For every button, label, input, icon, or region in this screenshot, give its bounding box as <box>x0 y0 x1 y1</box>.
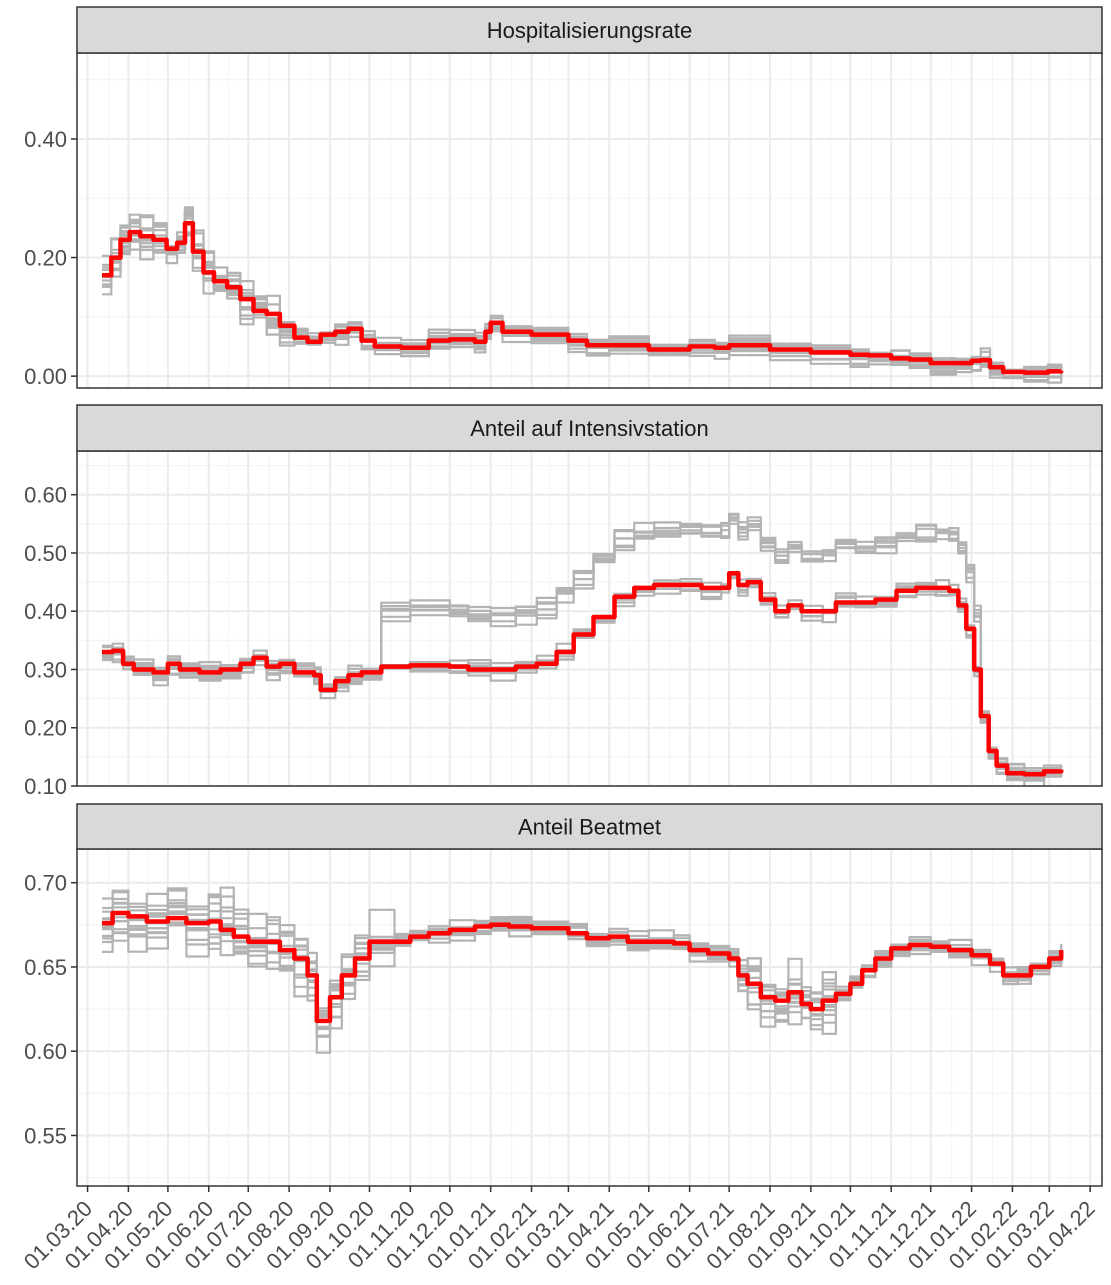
x-axis: 01.03.2001.04.2001.05.2001.06.2001.07.20… <box>19 1186 1100 1274</box>
facet-title: Anteil auf Intensivstation <box>470 416 708 441</box>
y-tick-label: 0.60 <box>24 483 67 508</box>
panel-2: Anteil auf Intensivstation0.100.200.300.… <box>24 404 1103 799</box>
facet-strip <box>76 404 1103 452</box>
highlight-series-line <box>102 220 1064 375</box>
y-axis: 0.00 0.20 0.40 <box>24 127 77 389</box>
panel-1: Hospitalisierungsrate 0.00 0.20 0.40 <box>24 6 1103 389</box>
background-series-line <box>102 899 1063 1028</box>
highlight-series-line <box>102 571 1064 777</box>
facet-title: Hospitalisierungsrate <box>487 18 692 43</box>
y-tick-label: 0.70 <box>24 871 67 896</box>
y-tick-label: 0.40 <box>24 127 67 152</box>
y-tick-label: 0.00 <box>24 364 67 389</box>
y-tick-label: 0.40 <box>24 599 67 624</box>
facet-strip <box>76 6 1103 54</box>
facet-strip <box>76 803 1103 850</box>
gridlines <box>77 849 1102 1186</box>
y-axis: 0.10 0.20 0.30 0.40 0.50 0.60 <box>24 483 77 799</box>
y-tick-label: 0.65 <box>24 955 67 980</box>
y-tick-label: 0.20 <box>24 716 67 741</box>
gridlines <box>77 451 1102 786</box>
y-tick-label: 0.60 <box>24 1039 67 1064</box>
highlight-series-line <box>102 910 1064 1024</box>
y-tick-label: 0.10 <box>24 774 67 799</box>
y-tick-label: 0.55 <box>24 1123 67 1148</box>
y-tick-label: 0.20 <box>24 246 67 271</box>
y-tick-label: 0.50 <box>24 541 67 566</box>
panel-3: Anteil Beatmet 0.55 0.60 0.65 0.70 <box>24 803 1103 1187</box>
y-tick-label: 0.30 <box>24 657 67 682</box>
y-axis: 0.55 0.60 0.65 0.70 <box>24 871 77 1148</box>
panels: Hospitalisierungsrate 0.00 0.20 0.40 Anteil … <box>24 6 1103 1187</box>
facet-title: Anteil Beatmet <box>518 815 661 840</box>
